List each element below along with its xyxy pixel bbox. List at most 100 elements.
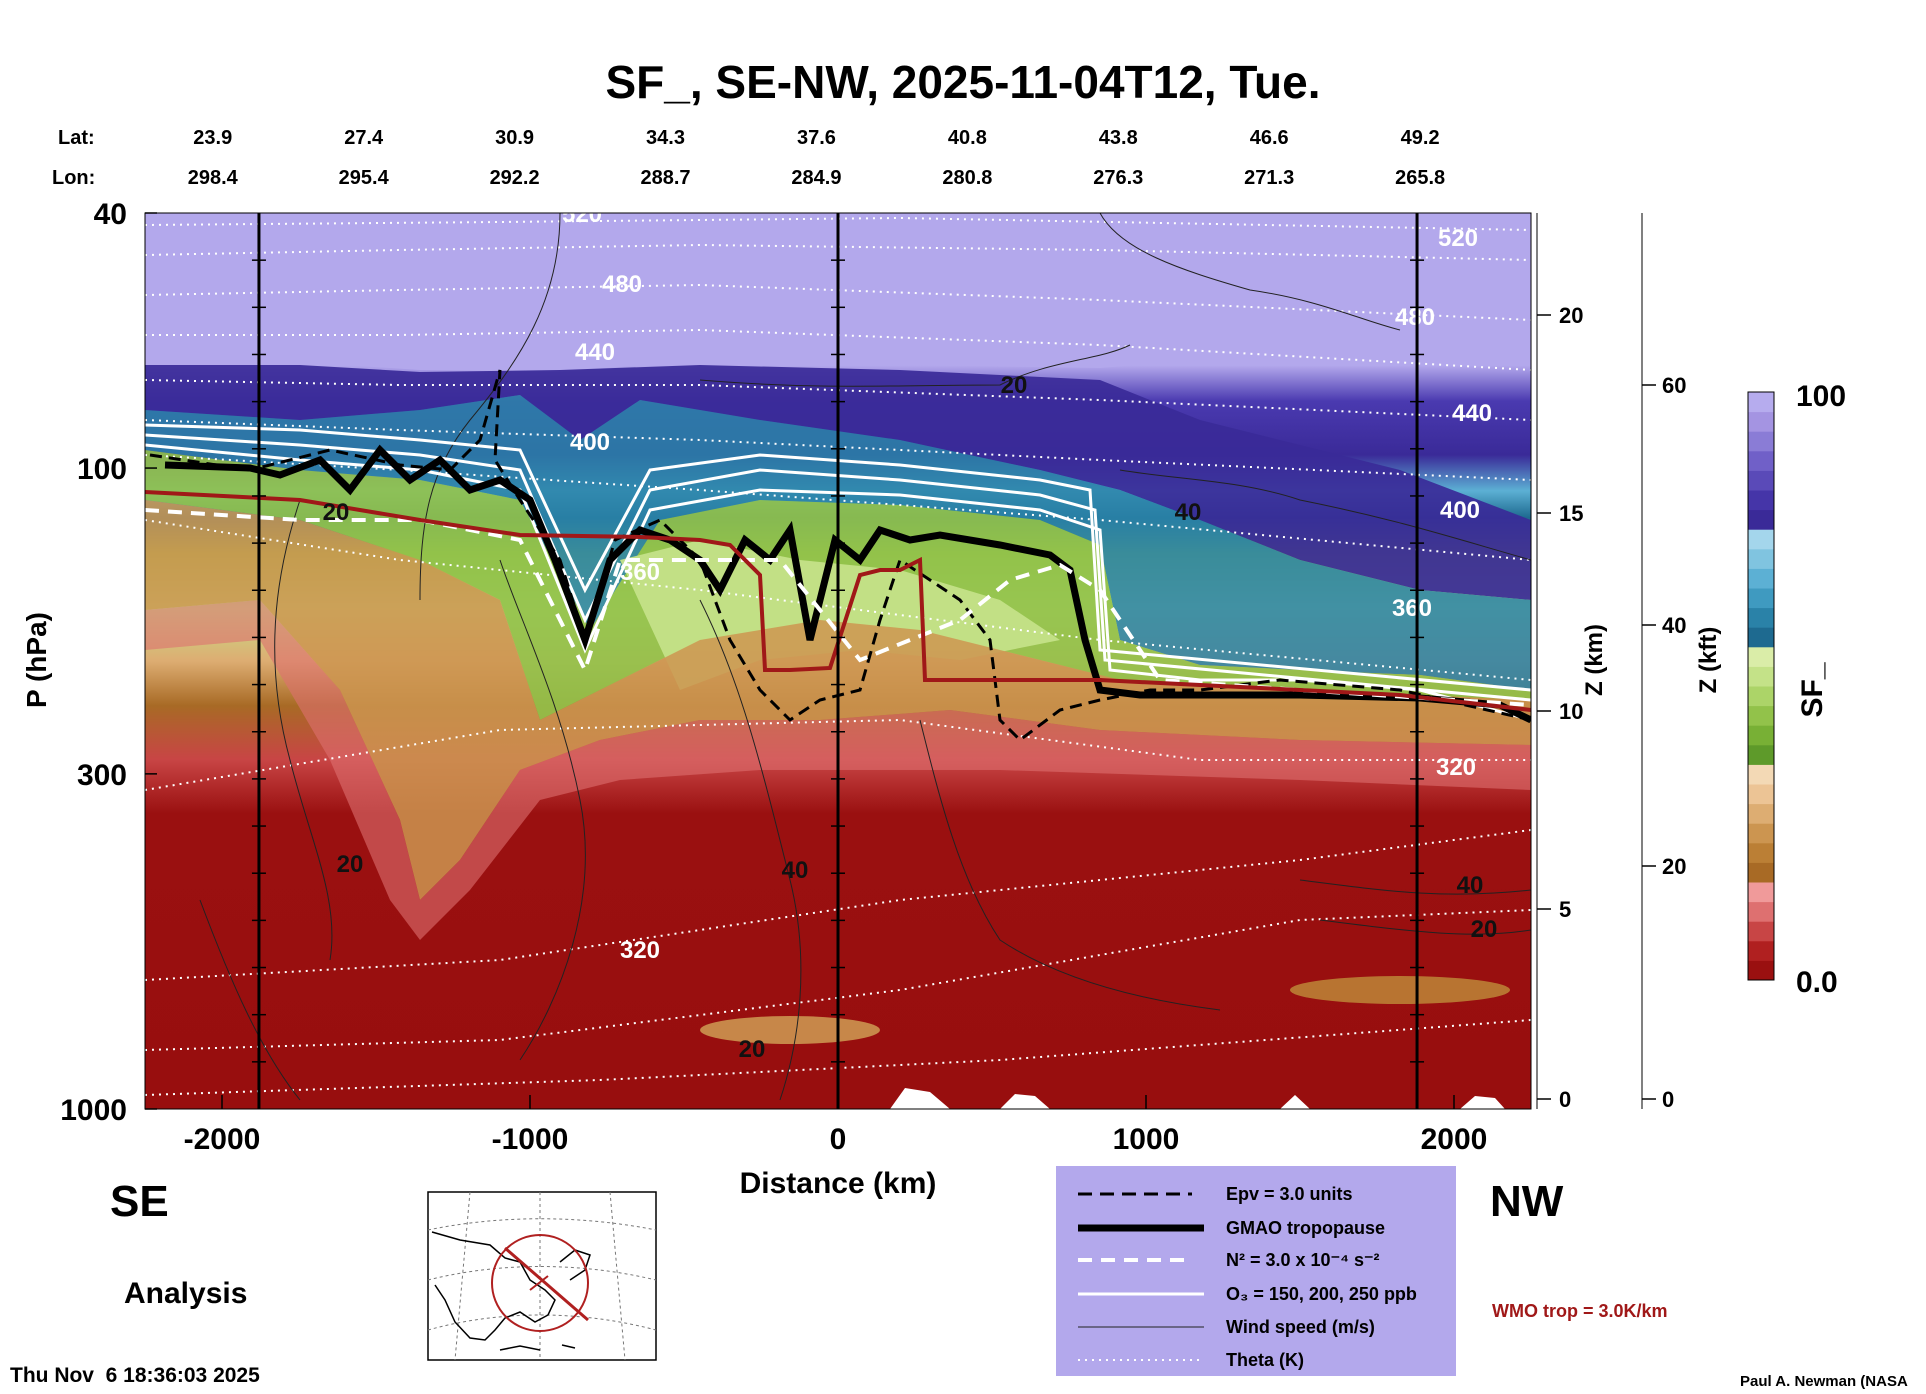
theta-label-6: 520 <box>1438 225 1478 252</box>
colorbar-swatch-4 <box>1748 882 1774 903</box>
legend-item-o3: O₃ = 150, 200, 250 ppb <box>1226 1284 1417 1304</box>
lat-values: 23.9 27.4 30.9 34.3 37.6 40.8 43.8 46.6 49.2 <box>193 127 1439 149</box>
colorbar-swatch-15 <box>1748 666 1774 687</box>
wmo-tropopause <box>145 490 1531 712</box>
theta-label-1: 480 <box>602 271 642 298</box>
epv-contour <box>149 369 1531 742</box>
dark-blue-band <box>145 365 1531 600</box>
colorbar-swatch-16 <box>1748 646 1774 667</box>
theta-label-0: 520 <box>562 201 602 228</box>
lon-label: Lon: <box>52 167 95 189</box>
theta-label-8: 440 <box>1452 400 1492 427</box>
legend-item-wind: Wind speed (m/s) <box>1226 1317 1375 1337</box>
wind-label-5: 40 <box>1457 872 1484 899</box>
z-kft-tick-label-2: 20 <box>1662 854 1686 879</box>
direction-nw: NW <box>1490 1177 1564 1226</box>
colorbar-swatch-29 <box>1748 392 1774 413</box>
lon-value-2: 292.2 <box>490 167 540 189</box>
colorbar-swatch-0 <box>1748 960 1774 981</box>
colorbar-swatch-26 <box>1748 450 1774 471</box>
colorbar-swatch-8 <box>1748 803 1774 824</box>
colorbar-swatch-17 <box>1748 627 1774 648</box>
colorbar <box>1747 391 1775 981</box>
theta-label-5: 320 <box>1436 754 1476 781</box>
colorbar-swatch-2 <box>1748 921 1774 942</box>
y-tick-label-0: 40 <box>94 198 127 231</box>
inset-map <box>427 1191 657 1361</box>
analysis-label: Analysis <box>124 1277 247 1310</box>
map-section-line <box>504 1246 589 1322</box>
timestamp: Thu Nov 6 18:36:03 2025 <box>10 1364 260 1387</box>
map-cross-line <box>529 1275 549 1291</box>
colorbar-max-label: 100 <box>1796 380 1846 413</box>
colorbar-frame <box>1747 391 1775 981</box>
theta-label-2: 440 <box>575 339 615 366</box>
x-tick-label-2: 0 <box>830 1123 847 1156</box>
colorbar-swatch-28 <box>1748 411 1774 432</box>
y-tick-label-1: 100 <box>77 453 127 486</box>
colorbar-swatch-9 <box>1748 784 1774 805</box>
direction-se: SE <box>110 1177 169 1226</box>
surface-notches <box>890 1088 1505 1109</box>
lat-value-2: 30.9 <box>495 127 534 149</box>
colorbar-swatch-18 <box>1748 607 1774 628</box>
x-tick-label-1: -1000 <box>492 1123 569 1156</box>
x-tick-label-3: 1000 <box>1113 1123 1180 1156</box>
legend-item-gmao: GMAO tropopause <box>1226 1218 1385 1238</box>
z-km-tick-label-0: 20 <box>1559 303 1583 328</box>
map-coastline <box>431 1231 591 1351</box>
colorbar-swatch-6 <box>1748 842 1774 863</box>
lon-value-6: 276.3 <box>1093 167 1143 189</box>
colorbar-swatch-27 <box>1748 431 1774 452</box>
legend-item-n2: N² = 3.0 x 10⁻⁴ s⁻² <box>1226 1250 1379 1270</box>
colorbar-swatch-20 <box>1748 568 1774 589</box>
colorbar-label: SF_ <box>1796 662 1829 717</box>
z-kft-label: Z (kft) <box>1695 627 1722 694</box>
colorbar-swatch-23 <box>1748 509 1774 530</box>
lat-label: Lat: <box>58 127 95 149</box>
n2-contour <box>145 508 1531 707</box>
wind-label-3: 40 <box>1175 499 1202 526</box>
theta-label-9: 400 <box>1440 497 1480 524</box>
lon-value-5: 280.8 <box>942 167 992 189</box>
theta-contours <box>145 216 1531 1096</box>
x-tick-label-0: -2000 <box>184 1123 261 1156</box>
gmao-tropopause <box>164 444 1531 724</box>
colorbar-swatch-24 <box>1748 490 1774 511</box>
z-km-tick-label-2: 10 <box>1559 699 1583 724</box>
lon-values: 298.4 295.4 292.2 288.7 284.9 280.8 276.3 271.3… <box>188 167 1445 189</box>
z-km-tick-label-1: 15 <box>1559 501 1583 526</box>
colorbar-swatch-21 <box>1748 548 1774 569</box>
x-tick-label-4: 2000 <box>1421 1123 1488 1156</box>
low-level-patch-2 <box>1290 976 1510 1004</box>
colorbar-swatch-14 <box>1748 686 1774 707</box>
lat-value-7: 46.6 <box>1250 127 1289 149</box>
theta-label-10: 360 <box>1392 595 1432 622</box>
lon-value-1: 295.4 <box>339 167 390 189</box>
colorbar-swatch-5 <box>1748 862 1774 883</box>
colorbar-swatch-22 <box>1748 529 1774 550</box>
z-km-axis: 20 15 10 5 0 <box>1536 213 1583 1112</box>
z-km-tick-label-3: 5 <box>1559 897 1571 922</box>
z-kft-tick-label-1: 40 <box>1662 613 1686 638</box>
lat-value-0: 23.9 <box>193 127 232 149</box>
lat-value-4: 37.6 <box>797 127 836 149</box>
blue-layer <box>145 395 1531 690</box>
z-kft-tick-label-0: 60 <box>1662 373 1686 398</box>
y-axis-label: P (hPa) <box>21 612 52 708</box>
wind-label-7: 20 <box>739 1036 766 1063</box>
map-range-circle <box>491 1234 589 1332</box>
wmo-trop-label: WMO trop = 3.0K/km <box>1492 1301 1668 1321</box>
colorbar-swatch-13 <box>1748 705 1774 726</box>
lon-value-3: 288.7 <box>640 167 690 189</box>
colorbar-swatch-25 <box>1748 470 1774 491</box>
lat-value-6: 43.8 <box>1099 127 1138 149</box>
colorbar-swatch-12 <box>1748 725 1774 746</box>
lat-value-5: 40.8 <box>948 127 987 149</box>
chart-title: SF_, SE-NW, 2025-11-04T12, Tue. <box>606 56 1321 108</box>
wind-label-6: 20 <box>1471 916 1498 943</box>
y-tick-label-3: 1000 <box>60 1094 127 1127</box>
x-axis-label: Distance (km) <box>740 1167 937 1200</box>
z-km-label: Z (km) <box>1581 624 1608 696</box>
